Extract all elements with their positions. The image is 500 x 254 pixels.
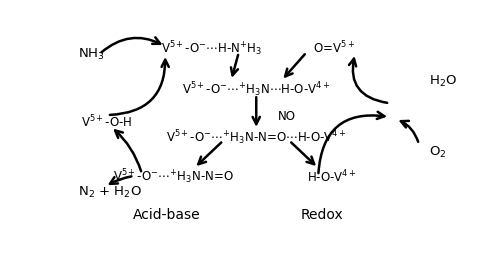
Text: O$_2$: O$_2$ (428, 144, 446, 159)
Text: V$^{5+}$-O$^{-}$⋯H-N$^{+}$H$_3$: V$^{5+}$-O$^{-}$⋯H-N$^{+}$H$_3$ (161, 39, 262, 57)
Text: NO: NO (278, 109, 295, 122)
Text: V$^{5+}$-O-H: V$^{5+}$-O-H (82, 113, 132, 130)
Text: H$_2$O: H$_2$O (428, 74, 457, 89)
Text: V$^{5+}$-O$^{-}$⋯$^{+}$H$_3$N⋯H-O-V$^{4+}$: V$^{5+}$-O$^{-}$⋯$^{+}$H$_3$N⋯H-O-V$^{4+… (182, 80, 330, 99)
Text: V$^{5+}$-O$^{-}$⋯$^{+}$H$_3$N-N=O: V$^{5+}$-O$^{-}$⋯$^{+}$H$_3$N-N=O (112, 167, 234, 185)
Text: N$_2$ + H$_2$O: N$_2$ + H$_2$O (78, 184, 142, 199)
Text: Redox: Redox (301, 207, 344, 221)
Text: Acid-base: Acid-base (134, 207, 201, 221)
Text: V$^{5+}$-O$^{-}$⋯$^{+}$H$_3$N-N=O⋯H-O-V$^{4+}$: V$^{5+}$-O$^{-}$⋯$^{+}$H$_3$N-N=O⋯H-O-V$… (166, 128, 346, 146)
Text: H-O-V$^{4+}$: H-O-V$^{4+}$ (307, 168, 356, 184)
Text: NH$_3$: NH$_3$ (78, 46, 104, 61)
Text: O=V$^{5+}$: O=V$^{5+}$ (312, 40, 355, 56)
